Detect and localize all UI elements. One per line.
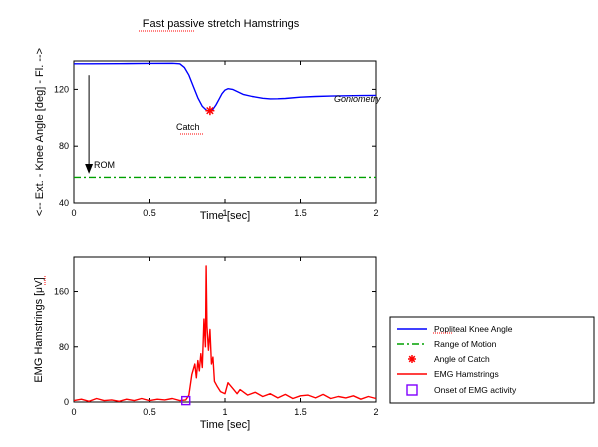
top-y-tick-label: 80 <box>59 141 69 151</box>
legend-item-popliteal-knee-angle: Popliteal Knee Angle <box>397 324 513 334</box>
legend-label: Onset of EMG activity <box>434 385 517 395</box>
top-x-tick-label: 1 <box>222 208 227 218</box>
top-plot-area <box>74 62 377 179</box>
legend-item-onset-of-emg-activity: Onset of EMG activity <box>406 384 517 396</box>
figure-title: Fast passive stretch Hamstrings <box>143 18 300 30</box>
top-x-tick-label: 2 <box>373 208 378 218</box>
top-ticks: 0 0.5 1 1.5 2 40 80 120 <box>54 61 379 218</box>
legend-label: Angle of Catch <box>434 354 490 364</box>
bottom-x-tick-label: 1 <box>222 407 227 417</box>
top-x-axis-label: Time [sec] <box>200 210 250 222</box>
legend-swatch <box>406 384 418 396</box>
catch-label: Catch <box>176 122 200 132</box>
rom-label: ROM <box>94 160 115 170</box>
emg-hamstrings-line <box>73 265 377 402</box>
bottom-x-axis-label: Time [sec] <box>200 419 250 431</box>
top-y-tick-label: 120 <box>54 84 69 94</box>
bottom-x-tick-label: 2 <box>373 407 378 417</box>
legend-box <box>389 316 595 404</box>
bottom-y-tick-label: 0 <box>64 397 69 407</box>
top-x-tick-label: 0.5 <box>143 208 156 218</box>
legend-label: EMG Hamstrings <box>434 369 499 379</box>
bottom-x-tick-label: 0.5 <box>143 407 156 417</box>
emg-onset-marker <box>181 395 191 406</box>
top-chart: 0 0.5 1 1.5 2 40 80 120 Time [sec] <-- Ext. - K… <box>34 48 381 222</box>
legend-item-range-of-motion: Range of Motion <box>397 339 497 349</box>
legend-item-emg-hamstrings: EMG Hamstrings <box>397 369 499 379</box>
popliteal-knee-angle-line <box>74 62 377 113</box>
bottom-y-tick-label: 80 <box>59 342 69 352</box>
top-y-tick-label: 40 <box>59 198 69 208</box>
legend-label: Popliteal Knee Angle <box>434 324 513 334</box>
top-axes-frame <box>73 60 377 204</box>
goniometry-label: Goniometry <box>334 94 381 104</box>
top-y-axis-label: <-- Ext. - Knee Angle [deg] - Fl. --> <box>34 48 46 216</box>
legend-swatch <box>408 355 416 363</box>
bottom-plot-area <box>73 265 377 406</box>
bottom-axes-frame <box>73 256 377 403</box>
bottom-x-tick-label: 1.5 <box>294 407 307 417</box>
angle-of-catch-marker <box>205 106 215 116</box>
bottom-y-tick-label: 160 <box>54 287 69 297</box>
bottom-ticks: 0 0.5 1 1.5 2 0 80 160 <box>54 257 379 417</box>
bottom-chart: 0 0.5 1 1.5 2 0 80 160 Time [sec] EMG Hamstring… <box>33 256 379 431</box>
bottom-x-tick-label: 0 <box>71 407 76 417</box>
top-x-tick-label: 1.5 <box>294 208 307 218</box>
bottom-y-axis-label: EMG Hamstrings [μV] <box>33 277 45 382</box>
legend: Popliteal Knee Angle Range of Motion Angle… <box>389 316 595 404</box>
top-x-tick-label: 0 <box>71 208 76 218</box>
legend-item-angle-of-catch: Angle of Catch <box>408 354 490 364</box>
legend-label: Range of Motion <box>434 339 497 349</box>
